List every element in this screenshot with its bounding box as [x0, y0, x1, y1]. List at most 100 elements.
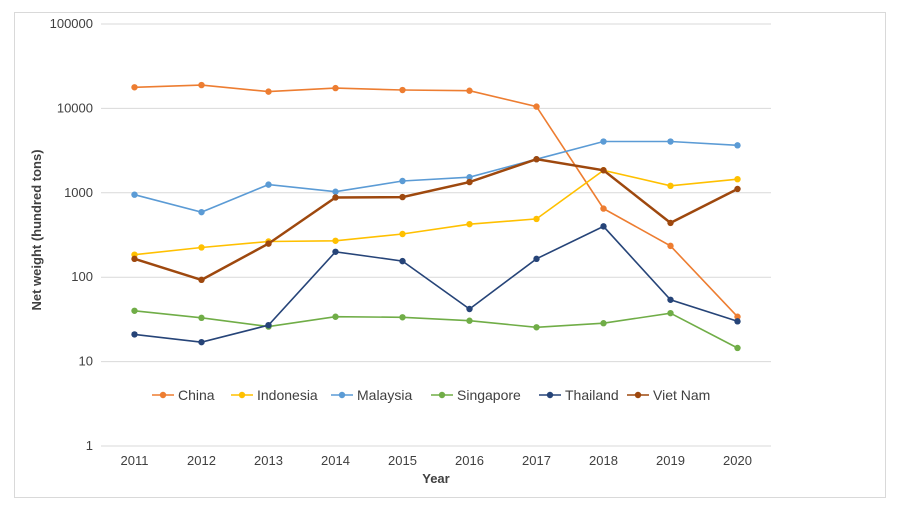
data-point [332, 84, 339, 92]
data-point [198, 244, 205, 251]
y-tick-label: 10000 [57, 100, 93, 115]
legend-item: Indonesia [231, 387, 318, 403]
x-axis-title: Year [422, 471, 449, 486]
legend-item: Thailand [539, 387, 619, 403]
series-line [134, 157, 739, 282]
data-point [667, 138, 674, 145]
data-point [466, 178, 473, 186]
data-point [131, 307, 138, 314]
data-point [600, 223, 607, 230]
data-point [265, 88, 272, 95]
data-point [399, 86, 406, 94]
data-point [734, 313, 741, 320]
y-axis-ticks: 1 10 100 1000 10000 100000 [50, 16, 93, 453]
data-point [198, 81, 205, 89]
series-viet-nam [131, 156, 741, 284]
series-line [134, 169, 738, 256]
data-point [533, 215, 540, 223]
data-point [466, 174, 473, 181]
data-point [198, 338, 205, 346]
legend-label: Singapore [457, 387, 521, 403]
data-point [600, 205, 607, 212]
data-point [667, 219, 674, 227]
legend-item: Malaysia [331, 387, 412, 403]
data-point [466, 305, 473, 313]
y-tick-label: 100 [71, 269, 93, 284]
y-tick-label: 1000 [64, 185, 93, 200]
data-point [466, 220, 473, 228]
data-point [198, 208, 205, 216]
legend-marker [546, 391, 554, 399]
data-point [198, 276, 205, 284]
data-point [265, 240, 272, 247]
data-point [198, 314, 205, 322]
data-point [600, 320, 607, 327]
x-tick-label: 2013 [254, 453, 283, 468]
data-point [399, 314, 406, 321]
x-tick-label: 2016 [455, 453, 484, 468]
data-point [533, 324, 540, 331]
legend-label: China [178, 387, 215, 403]
x-tick-label: 2011 [121, 453, 149, 468]
legend-label: Indonesia [257, 387, 318, 403]
data-point [533, 103, 540, 110]
data-point [332, 237, 339, 244]
data-point [667, 309, 674, 317]
x-tick-label: 2012 [187, 453, 216, 468]
data-point [332, 194, 339, 201]
series-thailand [131, 223, 741, 346]
x-tick-label: 2018 [589, 453, 618, 468]
legend-label: Viet Nam [653, 387, 710, 403]
legend-label: Malaysia [357, 387, 412, 403]
data-point [600, 167, 607, 174]
series-line [134, 310, 738, 349]
data-point [131, 255, 138, 263]
legend-marker [159, 391, 167, 399]
chart-frame: 1 10 100 1000 10000 100000 2011 2012 2013 2014 20… [14, 12, 886, 498]
legend-marker [634, 391, 642, 399]
gridlines [101, 23, 771, 447]
y-tick-label: 100000 [50, 16, 93, 31]
x-tick-label: 2019 [656, 453, 685, 468]
data-point [131, 331, 138, 338]
series-china [131, 81, 741, 320]
data-point [600, 138, 607, 145]
x-axis-ticks: 2011 2012 2013 2014 2015 2016 2017 2018 2019 2020 [121, 453, 752, 468]
legend-item: Viet Nam [627, 387, 710, 403]
data-point [667, 182, 674, 190]
data-point [667, 242, 674, 250]
y-tick-label: 1 [86, 438, 93, 453]
data-point [265, 181, 272, 188]
data-point [466, 317, 473, 324]
data-point [533, 255, 540, 263]
data-point [399, 177, 406, 185]
data-point [332, 248, 339, 255]
data-point [399, 193, 406, 201]
data-point [734, 142, 741, 149]
x-tick-label: 2017 [522, 453, 551, 468]
data-point [734, 318, 741, 325]
data-point [399, 230, 406, 238]
series-line [134, 140, 738, 213]
data-point [131, 84, 138, 91]
data-point [734, 175, 741, 183]
x-tick-label: 2015 [388, 453, 417, 468]
y-tick-label: 10 [79, 354, 93, 369]
legend-item: China [152, 387, 215, 403]
data-point [332, 188, 339, 195]
series-line [134, 225, 738, 344]
legend-marker [238, 391, 246, 399]
legend-label: Thailand [565, 387, 619, 403]
legend-marker [338, 391, 346, 399]
x-tick-label: 2020 [723, 453, 752, 468]
data-point [332, 313, 339, 320]
data-point [466, 87, 473, 94]
x-tick-label: 2014 [321, 453, 350, 468]
series-line [134, 84, 739, 318]
y-axis-title: Net weight (hundred tons) [29, 149, 44, 310]
data-point [265, 321, 272, 329]
legend-item: Singapore [431, 387, 521, 403]
series-indonesia [131, 167, 741, 258]
data-point [667, 296, 674, 303]
